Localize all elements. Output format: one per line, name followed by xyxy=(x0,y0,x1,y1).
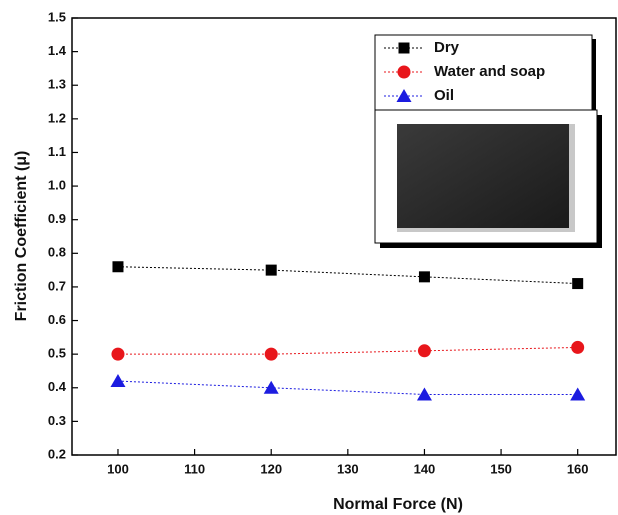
x-tick-label: 100 xyxy=(107,461,129,476)
y-tick-label: 0.4 xyxy=(48,379,67,394)
y-tick-label: 0.3 xyxy=(48,413,66,428)
inset-image xyxy=(397,124,569,228)
x-axis-label: Normal Force (N) xyxy=(333,496,463,513)
y-axis-label: Friction Coefficient (μ) xyxy=(13,151,30,322)
y-tick-label: 0.8 xyxy=(48,245,66,260)
chart: Normal Force (N) Friction Coefficient (μ… xyxy=(0,0,618,515)
y-tick-label: 0.6 xyxy=(48,312,66,327)
y-tick-label: 0.9 xyxy=(48,211,66,226)
y-tick-label: 0.5 xyxy=(48,346,66,361)
y-tick-label: 1.5 xyxy=(48,9,66,24)
marker xyxy=(570,387,585,400)
marker xyxy=(110,374,125,387)
y-tick-label: 1.3 xyxy=(48,77,66,92)
x-tick-label: 110 xyxy=(184,461,205,476)
y-tick-label: 1.0 xyxy=(48,178,66,193)
marker xyxy=(572,278,583,289)
x-tick-label: 120 xyxy=(260,461,282,476)
x-tick-label: 130 xyxy=(337,461,359,476)
y-tick-label: 0.7 xyxy=(48,278,66,293)
y-tick-label: 1.4 xyxy=(48,43,67,58)
y-tick-label: 1.2 xyxy=(48,110,66,125)
x-tick-label: 160 xyxy=(567,461,589,476)
x-tick-label: 150 xyxy=(490,461,512,476)
marker xyxy=(266,265,277,276)
x-tick-label: 140 xyxy=(414,461,436,476)
marker xyxy=(398,66,411,79)
marker xyxy=(399,43,410,54)
marker xyxy=(419,271,430,282)
series-line xyxy=(118,347,578,354)
marker xyxy=(571,341,584,354)
marker xyxy=(112,261,123,272)
y-tick-label: 0.2 xyxy=(48,446,66,461)
marker xyxy=(111,348,124,361)
marker xyxy=(265,348,278,361)
legend-label: Water and soap xyxy=(434,63,545,80)
page: Normal Force (N) Friction Coefficient (μ… xyxy=(0,0,618,515)
marker xyxy=(418,344,431,357)
y-tick-label: 1.1 xyxy=(48,144,66,159)
legend-label: Oil xyxy=(434,87,454,104)
legend-label: Dry xyxy=(434,39,460,56)
series-line xyxy=(118,381,578,394)
series-line xyxy=(118,267,578,284)
